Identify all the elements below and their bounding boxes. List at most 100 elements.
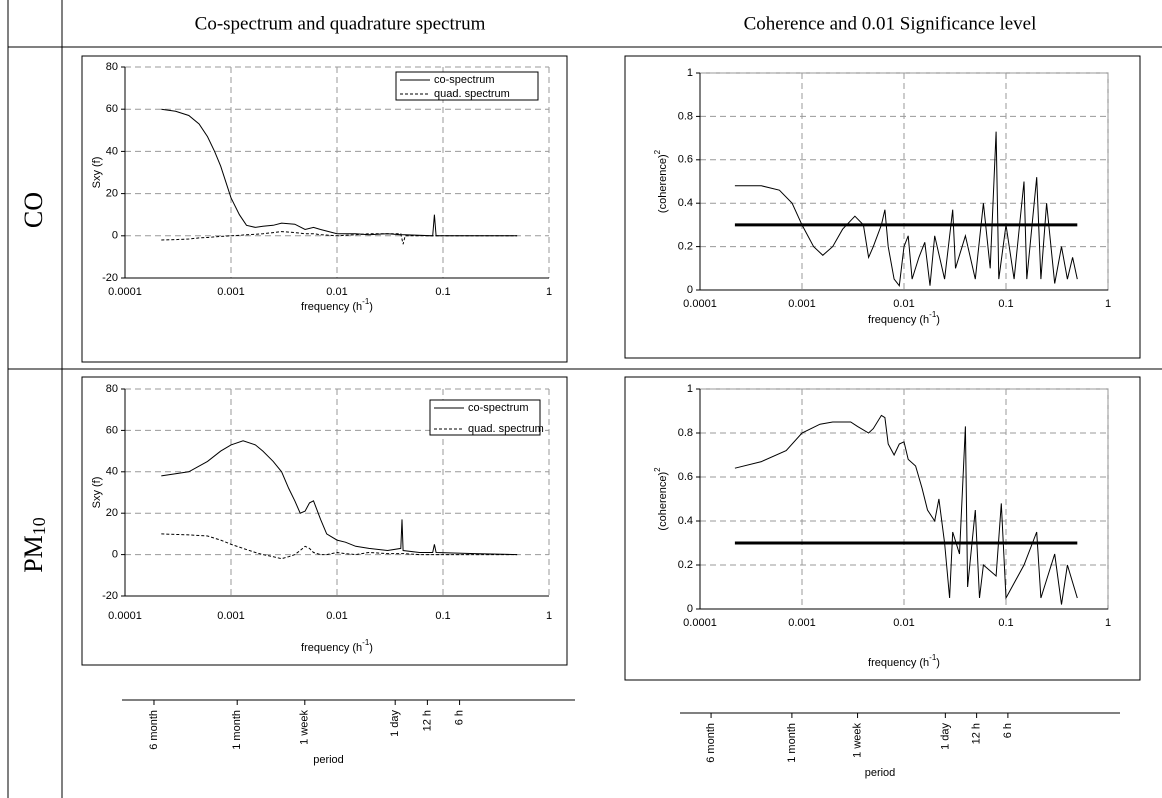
legend-box: [429, 399, 541, 436]
x-axis-label-part: frequency (h: [301, 642, 362, 654]
column-header: Co-spectrum and quadrature spectrum: [195, 13, 486, 34]
y-tick-label: 60: [106, 424, 118, 436]
series-line: [734, 131, 1078, 287]
x-axis-label-part: -1: [929, 653, 937, 662]
y-tick-label: 40: [106, 145, 118, 157]
period-tick-label: 1 month: [786, 723, 798, 763]
chart-frame: [624, 55, 1141, 359]
x-tick-label: 1: [1105, 298, 1111, 310]
y-tick-label: 80: [106, 61, 118, 73]
x-axis-label-part: -1: [362, 638, 370, 647]
x-axis-label-part: frequency (h: [868, 314, 929, 326]
legend-box: [395, 71, 539, 101]
x-tick-label: 0.0001: [108, 286, 142, 298]
x-axis-label-part: -1: [362, 297, 370, 306]
x-axis-label-part: ): [369, 301, 373, 313]
column-header: Coherence and 0.01 Significance level: [744, 13, 1037, 34]
x-tick-label: 0.0001: [683, 298, 717, 310]
period-tick-label: 6 h: [1002, 723, 1014, 738]
x-axis-label-part: -1: [929, 310, 937, 319]
y-tick-label: 0.8: [678, 110, 693, 122]
x-axis-label: frequency (h-1): [301, 297, 373, 313]
series-line: [161, 440, 518, 556]
y-axis-label-part: 2: [653, 467, 662, 472]
period-tick-label: 1 day: [389, 710, 401, 737]
x-axis-label-part: ): [936, 657, 940, 669]
y-tick-label: 0.8: [678, 427, 693, 439]
legend-label: co-spectrum: [468, 402, 529, 414]
y-tick-label: 0: [687, 284, 693, 296]
y-tick-label: 40: [106, 466, 118, 478]
x-tick-label: 0.01: [326, 286, 347, 298]
x-axis-label-part: frequency (h: [301, 301, 362, 313]
period-tick-label: 12 h: [421, 710, 433, 731]
series-line: [734, 414, 1078, 605]
x-tick-label: 0.1: [998, 298, 1013, 310]
x-tick-label: 0.001: [788, 617, 816, 629]
period-label-part: period: [865, 767, 896, 779]
x-tick-label: 0.001: [217, 286, 245, 298]
period-tick-label: 1 week: [299, 710, 311, 745]
legend-label: co-spectrum: [434, 74, 495, 86]
series-line: [161, 231, 518, 245]
period-tick-label: 1 month: [231, 710, 243, 750]
y-tick-label: 20: [106, 188, 118, 200]
y-tick-label: 0.2: [678, 241, 693, 253]
x-tick-label: 0.001: [217, 610, 245, 622]
y-tick-label: 0: [687, 603, 693, 615]
y-tick-label: 60: [106, 103, 118, 115]
x-axis-label-part: frequency (h: [868, 657, 929, 669]
row-header: PM10: [19, 517, 49, 573]
period-tick-label: 1 week: [851, 723, 863, 758]
y-tick-label: 0: [112, 230, 118, 242]
x-tick-label: 0.001: [788, 298, 816, 310]
x-axis-label: frequency (h-1): [868, 310, 940, 326]
y-tick-label: 1: [687, 383, 693, 395]
x-tick-label: 1: [1105, 617, 1111, 629]
chart-frame: [624, 376, 1141, 681]
x-axis-label-part: ): [936, 314, 940, 326]
x-tick-label: 0.0001: [108, 610, 142, 622]
y-tick-label: 80: [106, 383, 118, 395]
x-axis-label: frequency (h-1): [301, 638, 373, 654]
x-tick-label: 0.01: [893, 298, 914, 310]
x-tick-label: 0.01: [326, 610, 347, 622]
y-tick-label: 0.6: [678, 154, 693, 166]
x-tick-label: 0.1: [998, 617, 1013, 629]
period-tick-label: 6 month: [148, 710, 160, 750]
row-header: CO: [19, 192, 48, 228]
y-tick-label: 0.4: [678, 515, 693, 527]
y-axis-label-part: (coherence): [657, 154, 669, 213]
y-tick-label: 0.4: [678, 197, 693, 209]
period-tick-label: 6 h: [453, 710, 465, 725]
period-label: period: [865, 767, 896, 779]
x-tick-label: 0.0001: [683, 617, 717, 629]
chart-frame: [81, 55, 568, 363]
row-header-subscript: 10: [29, 517, 49, 535]
period-tick-label: 12 h: [971, 723, 983, 744]
legend-label: quad. spectrum: [468, 423, 544, 435]
x-tick-label: 0.01: [893, 617, 914, 629]
x-tick-label: 1: [546, 286, 552, 298]
period-label-part: period: [313, 754, 344, 766]
y-tick-label: 1: [687, 67, 693, 79]
y-tick-label: 0.2: [678, 559, 693, 571]
series-line: [161, 533, 518, 560]
legend-label: quad. spectrum: [434, 88, 510, 100]
table-frame: [7, 0, 1162, 798]
x-tick-label: 0.1: [435, 286, 450, 298]
x-tick-label: 0.1: [435, 610, 450, 622]
y-tick-label: 0.6: [678, 471, 693, 483]
x-axis-label: frequency (h-1): [868, 653, 940, 669]
y-axis-label: Sxy (f): [91, 477, 103, 509]
row-header-text: PM: [19, 535, 48, 573]
y-axis-label-part: Sxy (f): [91, 157, 103, 189]
y-tick-label: -20: [102, 590, 118, 602]
chart-frame: [81, 376, 568, 666]
y-axis-label-part: (coherence): [657, 472, 669, 531]
y-axis-label: (coherence)2: [653, 149, 669, 213]
period-label: period: [313, 754, 344, 766]
period-tick-label: 6 month: [705, 723, 717, 763]
x-tick-label: 1: [546, 610, 552, 622]
